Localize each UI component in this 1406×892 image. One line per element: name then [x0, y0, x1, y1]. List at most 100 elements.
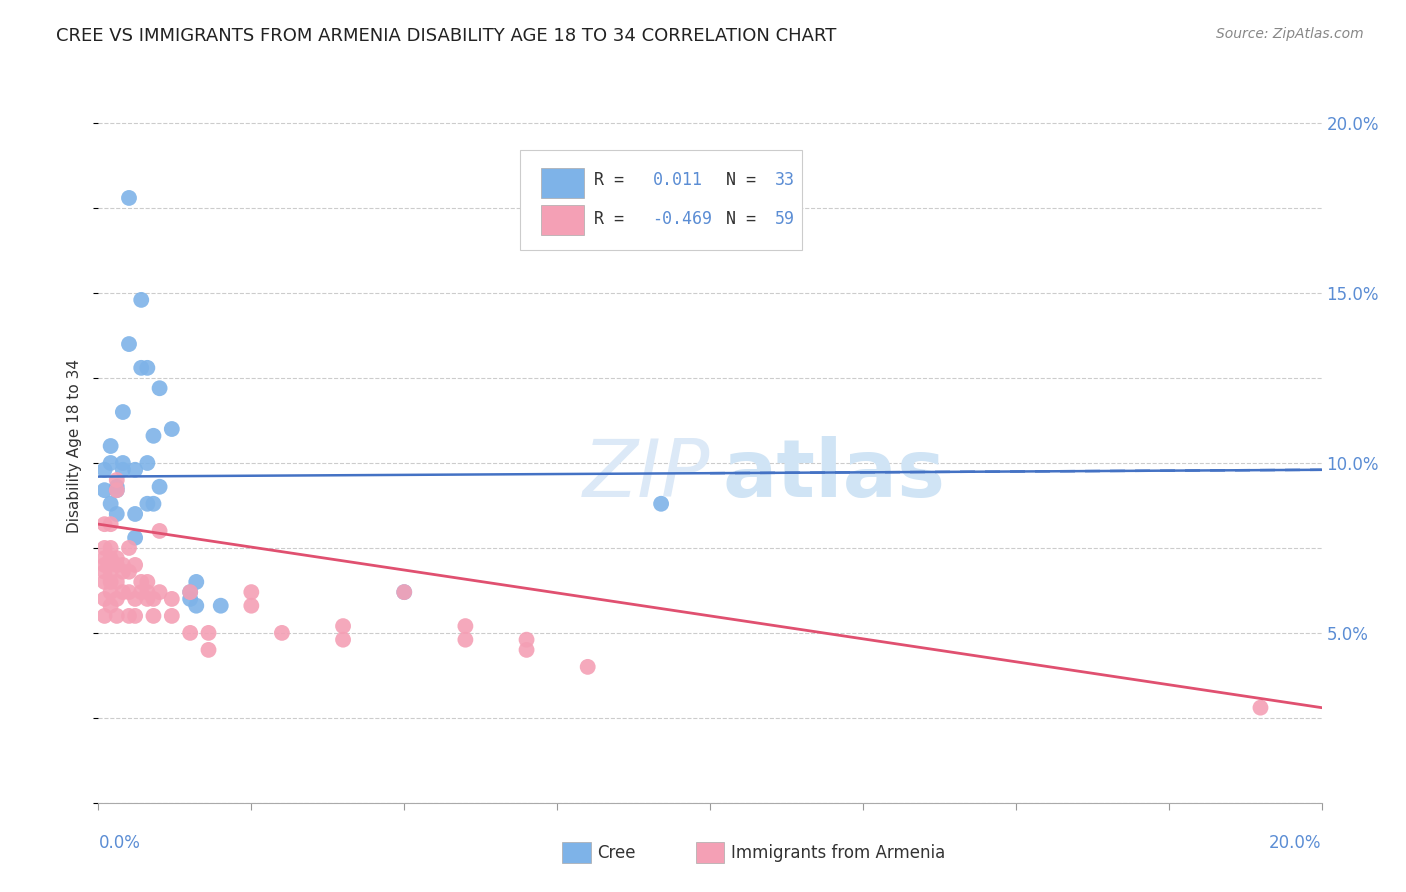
Point: [149, 524, 172, 538]
Point: [93, 565, 115, 579]
Point: [100, 439, 122, 453]
Point: [105, 483, 128, 498]
Text: ZIP: ZIP: [582, 435, 710, 514]
Point: [576, 660, 599, 674]
Point: [240, 599, 263, 613]
Point: [129, 293, 152, 307]
Text: N =: N =: [706, 171, 766, 189]
Point: [105, 591, 128, 606]
Point: [105, 608, 128, 623]
Point: [124, 531, 146, 545]
Text: N =: N =: [706, 211, 766, 228]
Point: [111, 558, 134, 572]
Point: [124, 591, 146, 606]
Text: R =: R =: [593, 211, 634, 228]
Point: [160, 422, 183, 436]
Point: [93, 517, 115, 532]
Point: [142, 608, 165, 623]
Point: [111, 456, 134, 470]
Text: Immigrants from Armenia: Immigrants from Armenia: [731, 844, 945, 862]
Point: [129, 574, 152, 589]
Point: [100, 497, 122, 511]
Point: [100, 599, 122, 613]
Point: [124, 608, 146, 623]
Point: [179, 591, 201, 606]
Point: [650, 497, 672, 511]
Text: R =: R =: [593, 171, 634, 189]
Point: [149, 381, 172, 395]
Point: [142, 497, 165, 511]
Point: [160, 608, 183, 623]
Point: [105, 558, 128, 572]
Point: [197, 626, 219, 640]
Point: [392, 585, 416, 599]
Text: 33: 33: [775, 171, 794, 189]
Point: [118, 337, 141, 351]
Point: [105, 483, 128, 498]
Point: [105, 574, 128, 589]
Point: [100, 541, 122, 555]
Point: [179, 585, 201, 599]
Text: Cree: Cree: [598, 844, 636, 862]
Point: [129, 585, 152, 599]
Text: atlas: atlas: [723, 435, 945, 514]
Point: [93, 483, 115, 498]
Text: 20.0%: 20.0%: [1270, 834, 1322, 852]
Point: [124, 507, 146, 521]
Text: -0.469: -0.469: [652, 211, 713, 228]
Point: [118, 541, 141, 555]
Point: [93, 574, 115, 589]
Text: 0.0%: 0.0%: [98, 834, 141, 852]
Point: [142, 429, 165, 443]
Point: [142, 591, 165, 606]
Point: [111, 405, 134, 419]
Point: [105, 473, 128, 487]
Point: [93, 608, 115, 623]
Point: [454, 632, 477, 647]
Point: [136, 497, 159, 511]
Point: [118, 585, 141, 599]
Point: [100, 456, 122, 470]
Point: [149, 585, 172, 599]
Point: [93, 558, 115, 572]
Point: [124, 558, 146, 572]
Text: 59: 59: [775, 211, 794, 228]
Point: [270, 626, 292, 640]
Point: [516, 632, 538, 647]
Point: [160, 591, 183, 606]
Point: [100, 565, 122, 579]
Point: [93, 591, 115, 606]
Point: [93, 463, 115, 477]
Text: Source: ZipAtlas.com: Source: ZipAtlas.com: [1216, 27, 1364, 41]
FancyBboxPatch shape: [541, 168, 583, 198]
Point: [105, 480, 128, 494]
Point: [392, 585, 416, 599]
Point: [124, 463, 146, 477]
Point: [93, 551, 115, 566]
Text: 0.011: 0.011: [652, 171, 703, 189]
Text: CREE VS IMMIGRANTS FROM ARMENIA DISABILITY AGE 18 TO 34 CORRELATION CHART: CREE VS IMMIGRANTS FROM ARMENIA DISABILI…: [56, 27, 837, 45]
Point: [118, 608, 141, 623]
Point: [129, 360, 152, 375]
Point: [186, 599, 208, 613]
Point: [111, 463, 134, 477]
Point: [136, 585, 159, 599]
Point: [136, 591, 159, 606]
Point: [105, 551, 128, 566]
Point: [118, 191, 141, 205]
Point: [100, 574, 122, 589]
Point: [186, 574, 208, 589]
Point: [100, 585, 122, 599]
Point: [111, 585, 134, 599]
Point: [100, 517, 122, 532]
Point: [105, 507, 128, 521]
Point: [136, 456, 159, 470]
Point: [136, 360, 159, 375]
Point: [136, 574, 159, 589]
Point: [1249, 700, 1271, 714]
Point: [93, 541, 115, 555]
Y-axis label: Disability Age 18 to 34: Disability Age 18 to 34: [67, 359, 83, 533]
Point: [179, 626, 201, 640]
Point: [332, 632, 354, 647]
Point: [240, 585, 263, 599]
